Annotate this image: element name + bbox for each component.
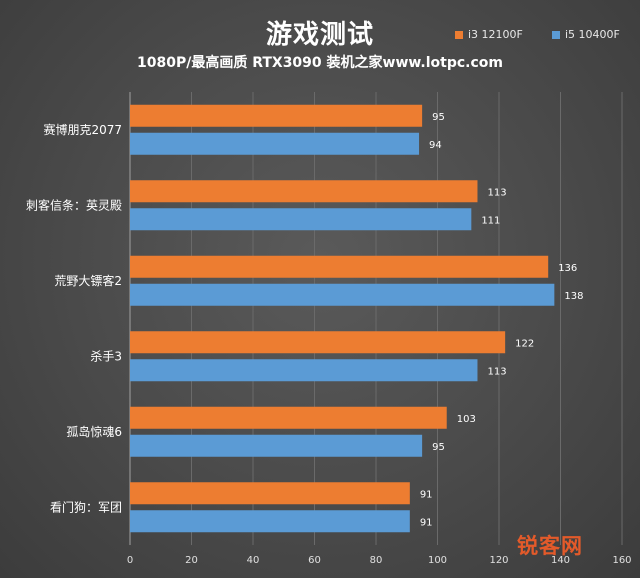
data-label-s0-c4: 103: [457, 414, 476, 425]
legend-item-i5: i5 10400F: [552, 28, 620, 41]
x-tick-label-0: 0: [127, 555, 133, 566]
legend-item-i3: i3 12100F: [455, 28, 523, 41]
data-label-s0-c1: 113: [487, 187, 506, 198]
bar-s0-c2: [130, 255, 549, 278]
data-label-s1-c4: 95: [432, 442, 445, 453]
legend-swatch-i5: [552, 30, 560, 39]
x-tick-label-8: 160: [612, 555, 631, 566]
x-tick-label-5: 100: [428, 555, 447, 566]
category-label-2: 荒野大镖客2: [54, 273, 122, 288]
watermark-logo: 锐客网: [517, 534, 583, 558]
bar-s1-c4: [130, 434, 423, 457]
data-label-s1-c1: 111: [481, 215, 500, 226]
data-label-s1-c0: 94: [429, 140, 442, 151]
category-label-3: 杀手3: [90, 348, 122, 363]
bar-s1-c3: [130, 359, 478, 382]
x-tick-label-2: 40: [247, 555, 260, 566]
data-label-s0-c5: 91: [420, 489, 433, 500]
data-label-s1-c3: 113: [487, 366, 506, 377]
data-label-s0-c2: 136: [558, 263, 577, 274]
bar-s1-c2: [130, 283, 555, 306]
bar-s0-c4: [130, 406, 447, 429]
bar-s1-c1: [130, 208, 472, 231]
data-label-s1-c5: 91: [420, 517, 433, 528]
bar-s0-c0: [130, 104, 423, 127]
x-tick-label-6: 120: [489, 555, 508, 566]
bar-s0-c1: [130, 180, 478, 203]
data-label-s0-c0: 95: [432, 112, 445, 123]
bar-s1-c5: [130, 510, 410, 533]
legend-label-i3: i3 12100F: [468, 28, 523, 41]
x-tick-label-1: 20: [185, 555, 198, 566]
bar-s1-c0: [130, 132, 420, 155]
legend-swatch-i3: [455, 30, 463, 39]
bar-s0-c5: [130, 482, 410, 505]
chart-title: 游戏测试: [265, 20, 374, 50]
x-tick-label-3: 60: [308, 555, 321, 566]
legend-label-i5: i5 10400F: [565, 28, 620, 41]
bar-s0-c3: [130, 331, 506, 354]
x-tick-label-4: 80: [370, 555, 383, 566]
data-label-s0-c3: 122: [515, 338, 534, 349]
category-label-1: 刺客信条：英灵殿: [26, 197, 122, 212]
chart-subtitle: 1080P/最高画质 RTX3090 装机之家www.lotpc.com: [136, 55, 504, 71]
x-tick-label-7: 140: [551, 555, 570, 566]
data-label-s1-c2: 138: [564, 291, 583, 302]
category-label-4: 孤岛惊魂6: [66, 424, 122, 439]
category-label-5: 看门狗：军团: [50, 499, 122, 514]
category-label-0: 赛博朋克2077: [43, 122, 122, 137]
